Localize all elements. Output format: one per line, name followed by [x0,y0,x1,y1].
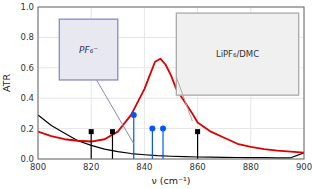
tick-label: 860 [189,162,205,172]
stem [131,112,137,159]
stem-marker [110,129,115,134]
stem-marker [195,129,200,134]
chart: 0.00.20.40.60.81.0800820840860880900PF₆⁻… [0,0,312,189]
stem-marker [160,126,166,132]
stem-line [152,129,153,159]
stem-marker [149,126,155,132]
stem-marker [89,129,94,134]
tick-label: 0.4 [20,93,34,103]
annotations: PF₆⁻ LiPF₆/DMC [59,13,298,144]
stem-marker [131,112,137,118]
annotation-text: LiPF₆/DMC [216,49,259,59]
tick-label: 900 [296,162,312,172]
annotation-text: PF₆⁻ [79,45,98,55]
tick-label: 820 [83,162,99,172]
stem [89,129,94,159]
tick-label: 800 [30,162,46,172]
stem-line [197,132,198,159]
stem-line [112,132,113,159]
stem [149,126,155,159]
grid-line [38,128,304,129]
tick-label: 0.8 [20,32,34,42]
x-axis-label: ν (cm⁻¹) [151,175,190,186]
tick-label: 0.2 [20,124,34,134]
plot-frame [38,7,304,159]
stem-line [91,132,92,159]
annotation-connector [176,77,192,121]
stem-line [162,129,163,159]
plot-background [38,7,304,159]
tick-label: 1.0 [20,2,34,12]
stem-line [133,115,134,159]
inset-box [176,13,298,95]
stem [110,129,115,159]
grid-line [144,7,145,159]
tick-label: 0.6 [20,63,34,73]
tick-label: 840 [136,162,152,172]
stem [160,126,166,159]
grid-line [38,98,304,99]
line [38,115,304,158]
grid [38,7,304,159]
tick-label: 880 [243,162,259,172]
y-axis-label: ATR [1,74,12,93]
stem [195,129,200,159]
annotation-connector [97,80,134,144]
inset-box [59,19,118,80]
